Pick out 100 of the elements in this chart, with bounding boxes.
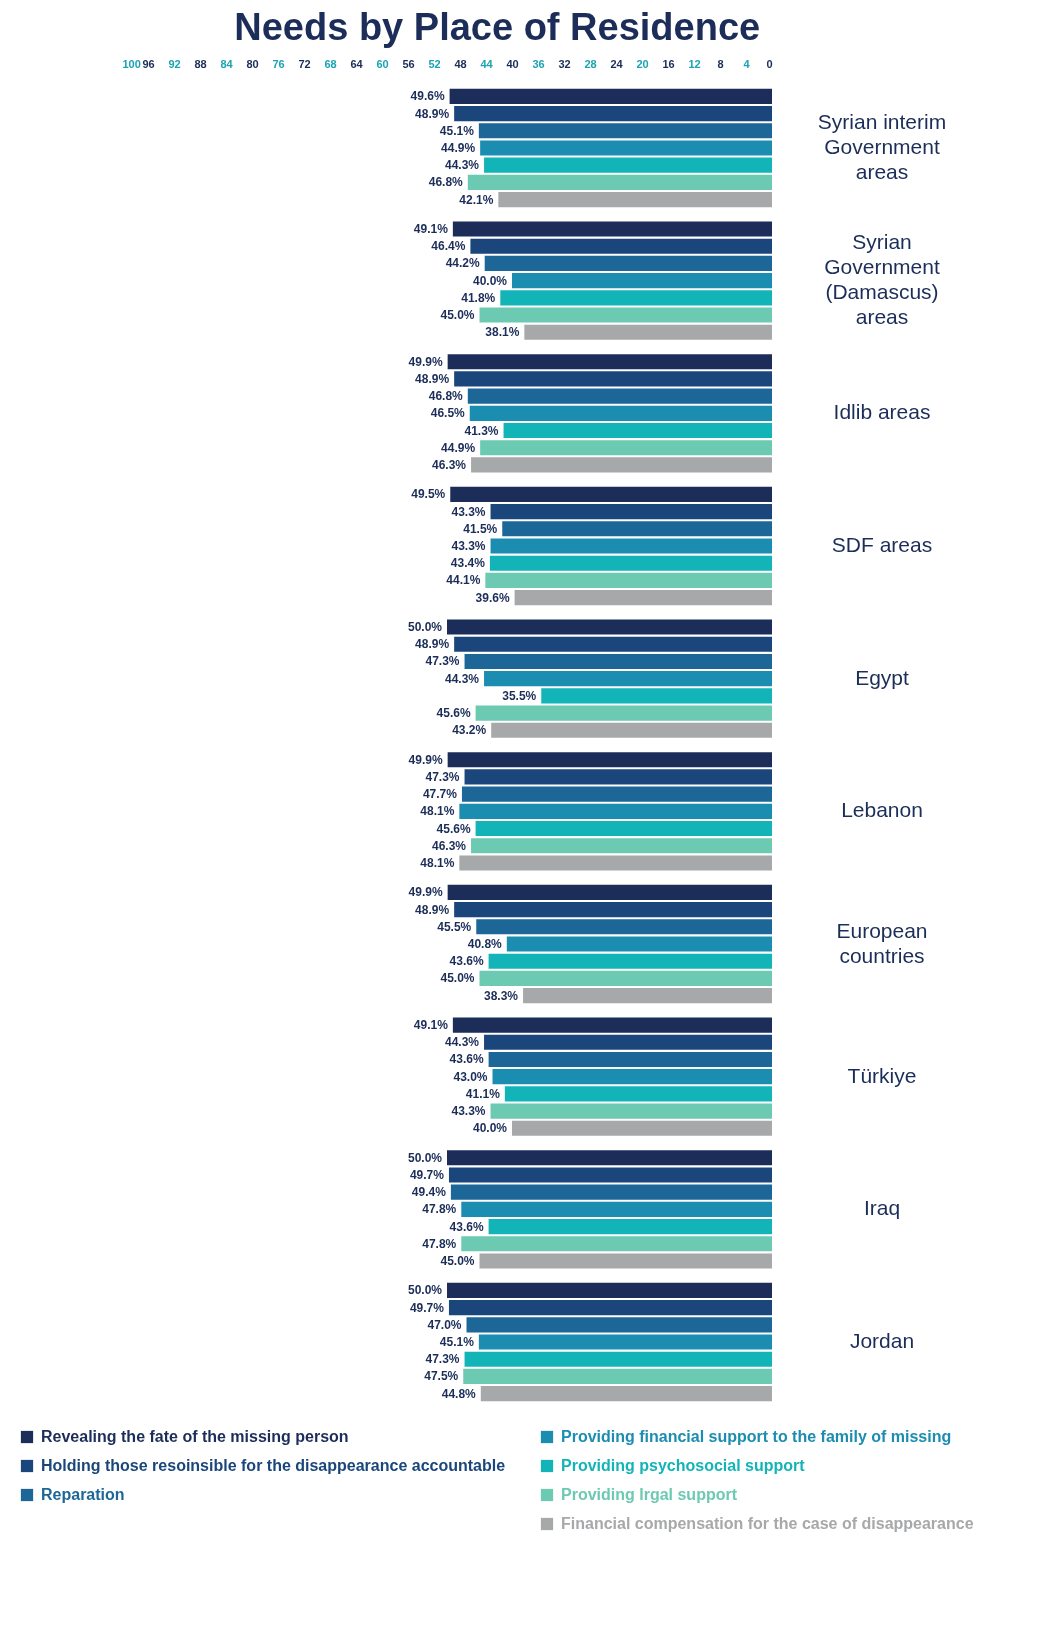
- x-tick-label: 92: [168, 57, 181, 70]
- data-label: 49.9%: [408, 885, 443, 900]
- data-label: 50.0%: [407, 620, 443, 635]
- bar: [524, 324, 772, 340]
- x-tick-label: 32: [558, 57, 571, 70]
- data-label: 44.9%: [441, 440, 476, 455]
- bar: [484, 157, 772, 173]
- data-label: 43.4%: [450, 556, 486, 571]
- bar: [470, 238, 772, 254]
- data-label: 44.3%: [445, 158, 480, 173]
- bar: [500, 290, 772, 306]
- data-label: 49.5%: [411, 487, 446, 502]
- data-label: 49.7%: [409, 1167, 445, 1182]
- data-label: 47.0%: [427, 1317, 462, 1332]
- data-label: 44.3%: [445, 671, 480, 686]
- data-label: 48.9%: [415, 902, 450, 917]
- bar: [512, 273, 772, 289]
- bar: [498, 192, 772, 208]
- data-label: 44.9%: [441, 140, 476, 155]
- legend-label: Providing lrgal support: [561, 1486, 738, 1503]
- data-label: 43.3%: [451, 538, 486, 553]
- bar: [502, 521, 772, 537]
- data-label: 47.7%: [422, 787, 458, 802]
- data-label: 44.2%: [445, 256, 481, 271]
- data-label: 47.8%: [422, 1236, 457, 1251]
- x-tick-label: 12: [688, 57, 701, 70]
- data-label: 49.6%: [410, 89, 445, 104]
- data-label: 41.5%: [463, 521, 498, 536]
- bar: [479, 307, 772, 323]
- x-tick-label: 28: [584, 57, 597, 70]
- bar: [485, 572, 772, 588]
- legend-label: Financial compensation for the case of disappearance: [561, 1515, 974, 1532]
- bar: [480, 140, 772, 156]
- x-tick-label: 48: [454, 57, 467, 70]
- data-label: 48.1%: [420, 804, 455, 819]
- x-tick-label: 64: [350, 57, 364, 70]
- x-tick-label: 16: [662, 57, 675, 70]
- data-label: 46.3%: [432, 838, 467, 853]
- data-label: 38.1%: [485, 325, 520, 340]
- y-tick-label: Egypt: [855, 665, 910, 689]
- y-tick-label: Lebanon: [841, 798, 923, 822]
- bar: [447, 1150, 772, 1166]
- bar: [512, 1120, 772, 1136]
- data-label: 45.1%: [439, 123, 475, 138]
- x-tick-label: 20: [636, 57, 649, 70]
- bar: [484, 671, 772, 687]
- bar: [454, 105, 772, 122]
- bar: [448, 1300, 772, 1316]
- legend-label: Providing psychosocial support: [561, 1457, 806, 1474]
- data-label: 46.3%: [432, 457, 467, 472]
- data-label: 48.9%: [415, 106, 450, 121]
- x-tick-label: 72: [298, 57, 311, 70]
- data-label: 46.4%: [431, 239, 466, 254]
- data-label: 43.3%: [451, 1104, 486, 1119]
- y-tick-label: Syrian Government (Damascus) areas: [824, 230, 940, 329]
- bar: [452, 1017, 772, 1033]
- bar: [479, 970, 772, 986]
- bar: [467, 388, 772, 404]
- bar: [464, 1351, 772, 1367]
- x-tick-label: 36: [532, 57, 545, 70]
- data-label: 49.1%: [413, 1018, 449, 1033]
- bar: [471, 457, 772, 473]
- data-label: 47.3%: [425, 1352, 460, 1367]
- data-label: 43.6%: [449, 954, 484, 969]
- data-label: 46.8%: [428, 389, 464, 404]
- data-label: 45.6%: [436, 706, 471, 721]
- bar: [454, 636, 772, 652]
- data-label: 40.0%: [472, 1121, 508, 1136]
- bar: [480, 440, 772, 456]
- x-tick-label: 60: [376, 57, 389, 70]
- data-label: 42.1%: [459, 192, 494, 207]
- data-label: 45.0%: [440, 1253, 475, 1268]
- data-label: 47.8%: [422, 1202, 457, 1217]
- data-label: 43.6%: [449, 1052, 484, 1067]
- y-tick-label: SDF areas: [831, 532, 933, 556]
- bar: [466, 1317, 772, 1333]
- data-label: 45.0%: [440, 308, 475, 323]
- bar: [475, 820, 772, 837]
- y-tick-label: Iraq: [863, 1196, 901, 1220]
- x-tick-label: 100: [122, 57, 141, 70]
- bar: [478, 1334, 772, 1350]
- data-label: 47.3%: [425, 769, 460, 784]
- bar: [523, 988, 772, 1004]
- x-tick-label: 84: [220, 57, 234, 70]
- bar: [454, 371, 772, 387]
- data-label: 47.3%: [425, 654, 460, 669]
- bar: [492, 1069, 772, 1085]
- bar: [478, 123, 772, 139]
- data-label: 48.9%: [415, 371, 450, 386]
- data-label: 43.2%: [452, 723, 487, 738]
- x-tick-label: 4: [743, 57, 751, 70]
- data-label: 48.1%: [420, 855, 455, 870]
- bar: [464, 653, 772, 670]
- data-label: 49.9%: [408, 354, 443, 369]
- bar: [447, 354, 772, 370]
- bar: [467, 174, 772, 190]
- bar: [488, 953, 772, 969]
- data-label: 38.3%: [484, 988, 519, 1003]
- data-label: 49.7%: [409, 1300, 445, 1315]
- bar: [454, 902, 772, 918]
